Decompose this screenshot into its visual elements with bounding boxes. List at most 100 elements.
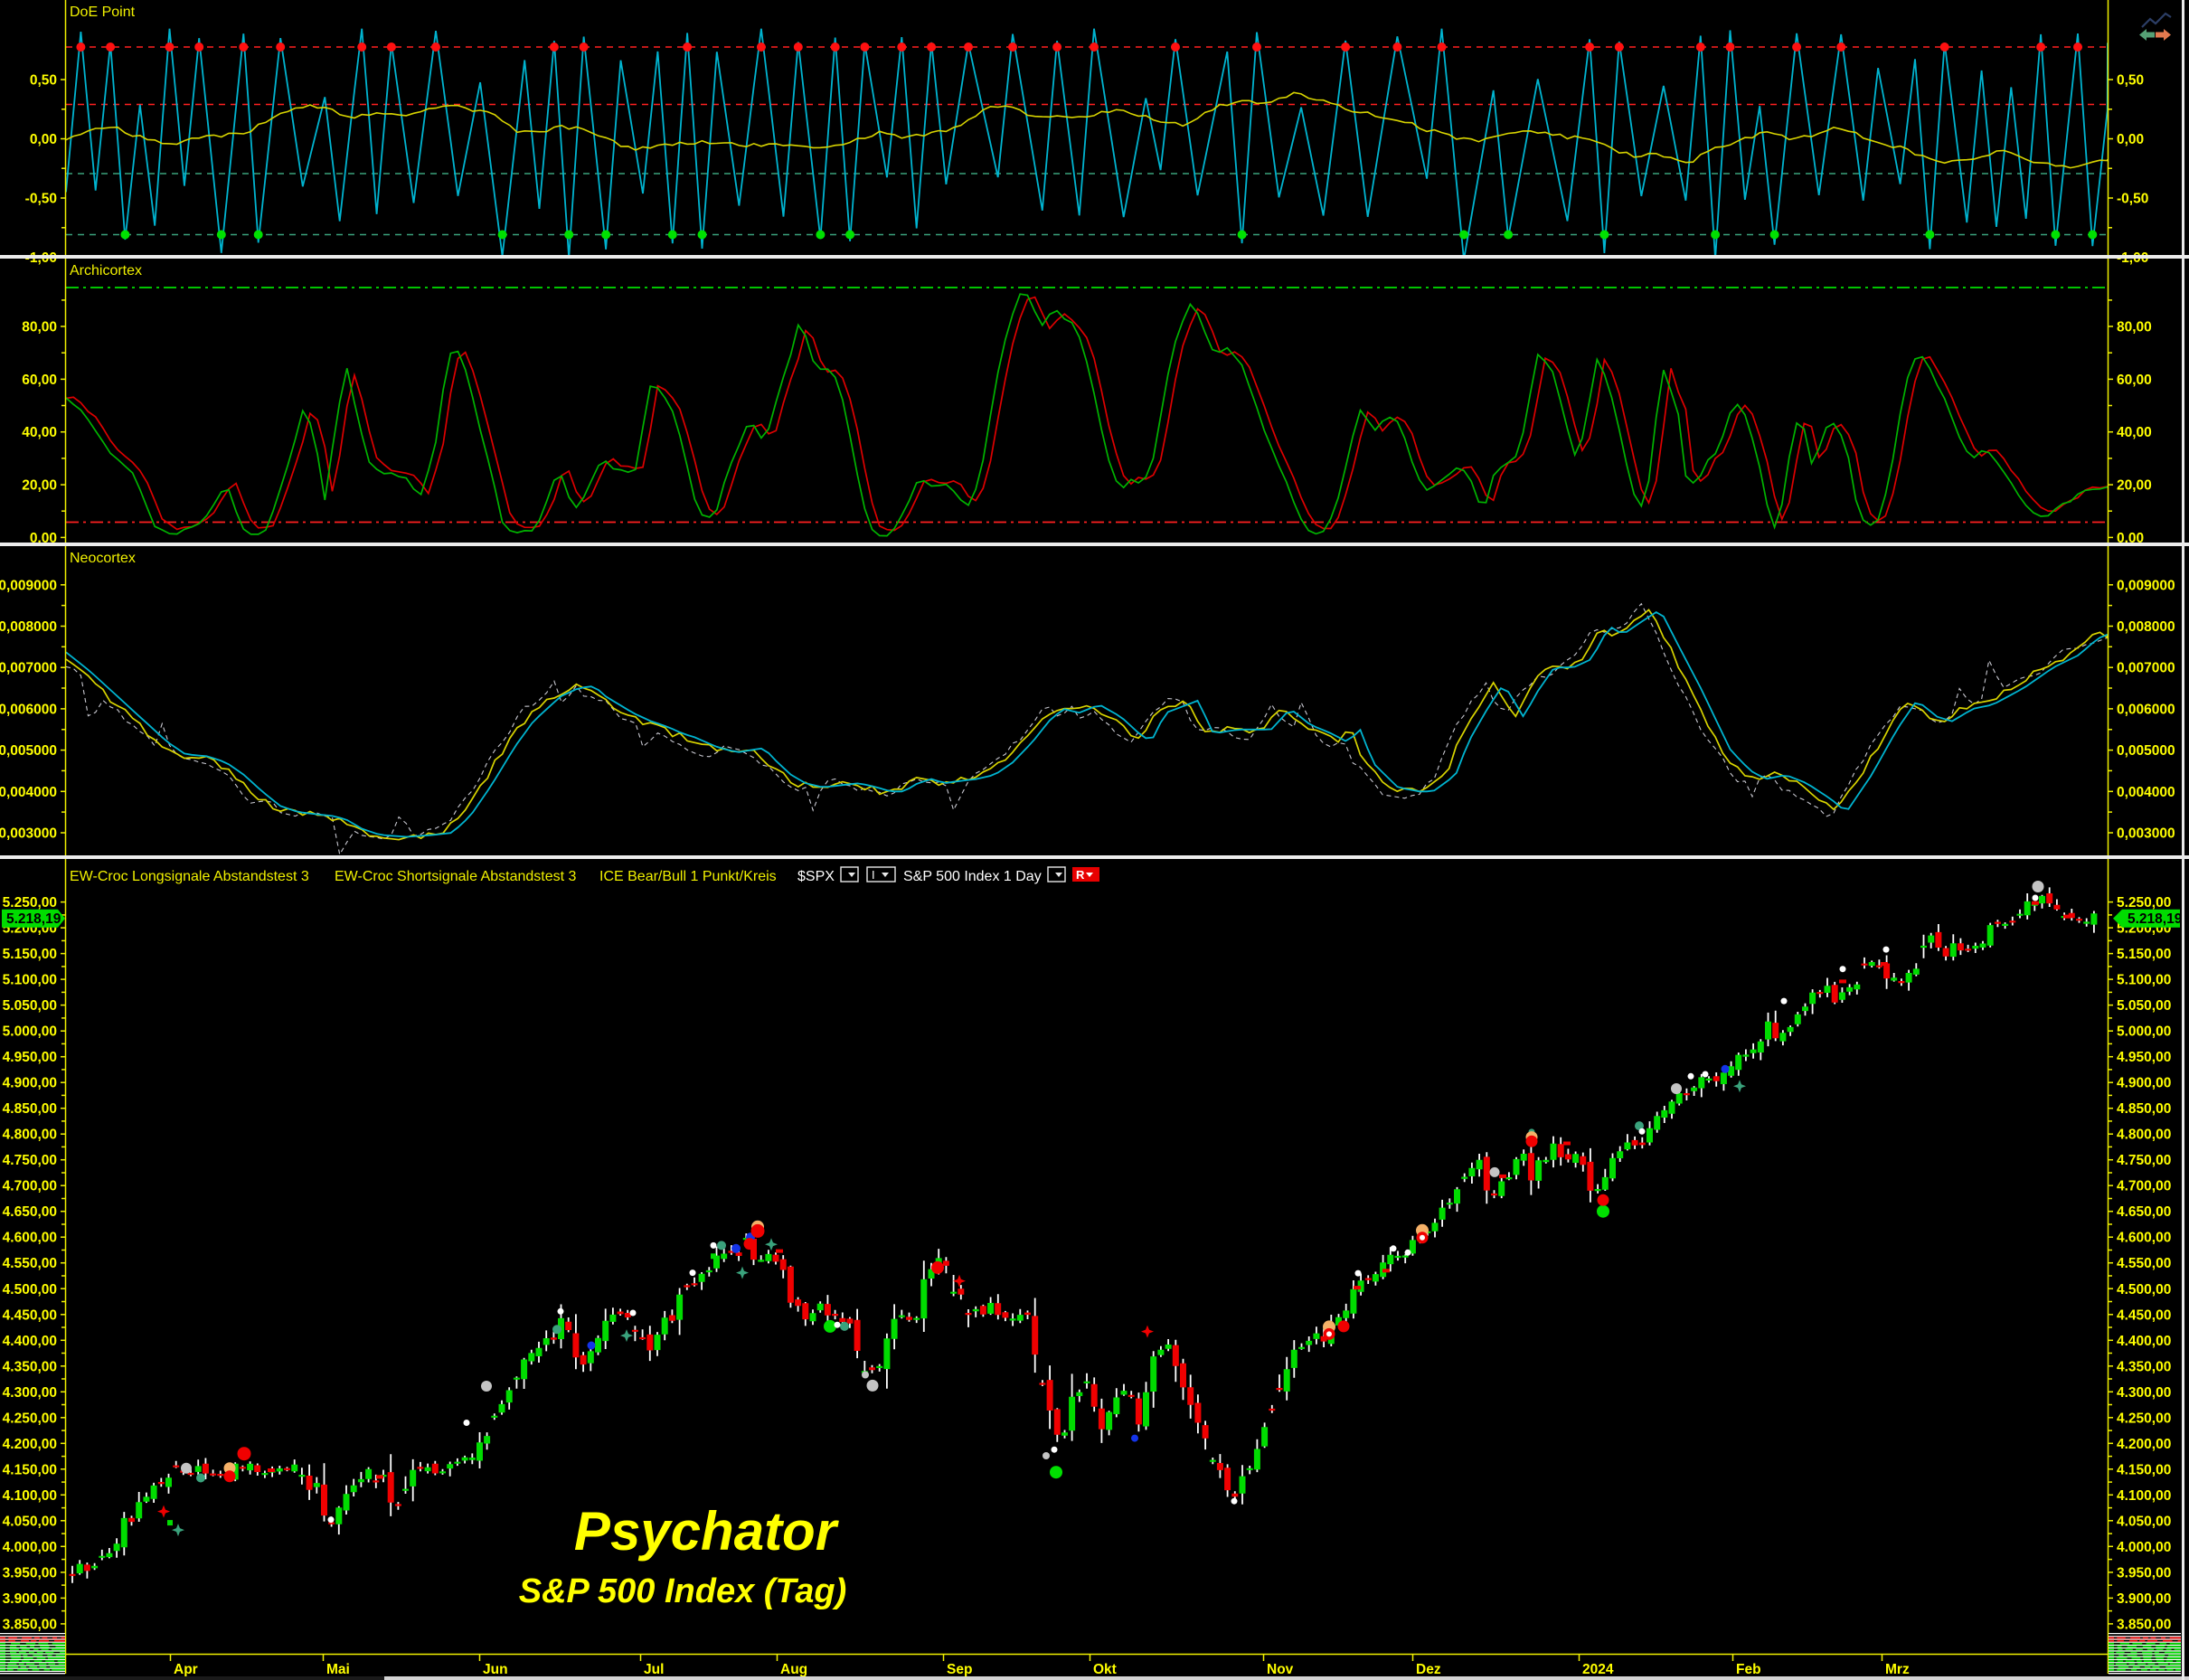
svg-text:4.500,00: 4.500,00	[2117, 1282, 2171, 1298]
svg-text:5.150,00: 5.150,00	[3, 947, 57, 962]
svg-text:4.200,00: 4.200,00	[2117, 1437, 2171, 1452]
svg-text:4.100,00: 4.100,00	[3, 1488, 57, 1504]
svg-text:4.850,00: 4.850,00	[3, 1101, 57, 1117]
svg-text:4.650,00: 4.650,00	[3, 1204, 57, 1220]
svg-text:4.750,00: 4.750,00	[2117, 1153, 2171, 1168]
svg-text:Okt: Okt	[1093, 1662, 1117, 1677]
svg-text:0,50: 0,50	[2117, 73, 2144, 89]
svg-text:4.850,00: 4.850,00	[2117, 1101, 2171, 1117]
svg-text:3.950,00: 3.950,00	[2117, 1565, 2171, 1581]
svg-text:5.000,00: 5.000,00	[2117, 1024, 2171, 1040]
svg-text:0,004000: 0,004000	[2117, 785, 2175, 800]
svg-text:0,008000: 0,008000	[2117, 619, 2175, 635]
svg-text:R: R	[1076, 868, 1085, 882]
svg-text:Apr: Apr	[174, 1662, 198, 1677]
svg-text:0,007000: 0,007000	[2117, 661, 2175, 676]
svg-text:5.000,00: 5.000,00	[3, 1024, 57, 1040]
svg-text:4.900,00: 4.900,00	[2117, 1076, 2171, 1091]
svg-text:Mai: Mai	[326, 1662, 350, 1677]
svg-text:40,00: 40,00	[22, 425, 57, 440]
svg-text:20,00: 20,00	[2117, 478, 2152, 494]
svg-text:S&P 500 Index (Tag): S&P 500 Index (Tag)	[519, 1572, 847, 1610]
svg-text:2024: 2024	[1582, 1662, 1614, 1677]
svg-text:4.150,00: 4.150,00	[3, 1462, 57, 1477]
svg-text:3.950,00: 3.950,00	[3, 1565, 57, 1581]
svg-text:4.250,00: 4.250,00	[2117, 1411, 2171, 1426]
svg-text:4.900,00: 4.900,00	[3, 1076, 57, 1091]
svg-text:0,004000: 0,004000	[0, 785, 57, 800]
svg-text:0,009000: 0,009000	[2117, 578, 2175, 593]
svg-text:4.450,00: 4.450,00	[2117, 1307, 2171, 1323]
svg-text:4.000,00: 4.000,00	[2117, 1540, 2171, 1555]
svg-text:4.550,00: 4.550,00	[3, 1256, 57, 1271]
svg-text:Jun: Jun	[483, 1662, 508, 1677]
svg-text:0,009000: 0,009000	[0, 578, 57, 593]
svg-text:4.800,00: 4.800,00	[3, 1128, 57, 1143]
svg-text:Jul: Jul	[644, 1662, 664, 1677]
svg-text:5.050,00: 5.050,00	[3, 998, 57, 1014]
svg-text:60,00: 60,00	[22, 373, 57, 388]
svg-text:Nov: Nov	[1267, 1662, 1294, 1677]
svg-text:Psychator: Psychator	[574, 1501, 840, 1562]
svg-text:5.100,00: 5.100,00	[3, 973, 57, 988]
svg-text:-0,50: -0,50	[25, 192, 57, 207]
svg-text:S&P 500 Index 1 Day: S&P 500 Index 1 Day	[903, 869, 1042, 884]
svg-text:4.300,00: 4.300,00	[3, 1385, 57, 1401]
svg-text:0,50: 0,50	[30, 73, 57, 89]
svg-text:5.150,00: 5.150,00	[2117, 947, 2171, 962]
svg-text:5.050,00: 5.050,00	[2117, 998, 2171, 1014]
svg-text:Archicortex: Archicortex	[70, 263, 142, 278]
svg-text:3.850,00: 3.850,00	[3, 1617, 57, 1632]
svg-text:0,007000: 0,007000	[0, 661, 57, 676]
svg-text:4.050,00: 4.050,00	[3, 1514, 57, 1529]
svg-text:Mrz: Mrz	[1885, 1662, 1910, 1677]
svg-text:4.000,00: 4.000,00	[3, 1540, 57, 1555]
svg-text:4.550,00: 4.550,00	[2117, 1256, 2171, 1271]
svg-text:0.00: 0.00	[2117, 531, 2144, 546]
svg-text:Aug: Aug	[780, 1662, 807, 1677]
svg-text:Feb: Feb	[1736, 1662, 1761, 1677]
svg-text:4.700,00: 4.700,00	[3, 1179, 57, 1194]
svg-text:0,006000: 0,006000	[0, 702, 57, 717]
svg-text:0,008000: 0,008000	[0, 619, 57, 635]
svg-text:$SPX: $SPX	[797, 869, 835, 884]
svg-text:EW-Croc Shortsignale Abstandst: EW-Croc Shortsignale Abstandstest 3	[335, 869, 576, 884]
svg-text:4.300,00: 4.300,00	[2117, 1385, 2171, 1401]
svg-text:EW-Croc Longsignale Abstandste: EW-Croc Longsignale Abstandstest 3	[70, 869, 309, 884]
svg-text:4.050,00: 4.050,00	[2117, 1514, 2171, 1529]
svg-text:4.700,00: 4.700,00	[2117, 1179, 2171, 1194]
svg-text:3.900,00: 3.900,00	[2117, 1591, 2171, 1607]
svg-text:5.218,19: 5.218,19	[6, 911, 61, 927]
svg-text:4.950,00: 4.950,00	[3, 1050, 57, 1065]
svg-text:60,00: 60,00	[2117, 373, 2152, 388]
svg-text:0,005000: 0,005000	[2117, 743, 2175, 759]
svg-text:Dez: Dez	[1416, 1662, 1441, 1677]
svg-text:4.600,00: 4.600,00	[2117, 1231, 2171, 1246]
svg-text:80,00: 80,00	[2117, 320, 2152, 335]
svg-text:4.100,00: 4.100,00	[2117, 1488, 2171, 1504]
svg-text:4.600,00: 4.600,00	[3, 1231, 57, 1246]
svg-text:0,005000: 0,005000	[0, 743, 57, 759]
svg-text:4.200,00: 4.200,00	[3, 1437, 57, 1452]
svg-text:3.900,00: 3.900,00	[3, 1591, 57, 1607]
svg-text:20,00: 20,00	[22, 478, 57, 494]
svg-text:4.750,00: 4.750,00	[3, 1153, 57, 1168]
svg-text:4.400,00: 4.400,00	[3, 1334, 57, 1349]
svg-text:Neocortex: Neocortex	[70, 551, 136, 566]
svg-text:5.218,19: 5.218,19	[2128, 911, 2183, 927]
svg-text:0.00: 0.00	[30, 531, 57, 546]
svg-text:3.850,00: 3.850,00	[2117, 1617, 2171, 1632]
svg-text:4.950,00: 4.950,00	[2117, 1050, 2171, 1065]
svg-text:0,00: 0,00	[30, 132, 57, 147]
svg-text:4.400,00: 4.400,00	[2117, 1334, 2171, 1349]
svg-text:4.150,00: 4.150,00	[2117, 1462, 2171, 1477]
svg-text:80,00: 80,00	[22, 320, 57, 335]
svg-text:40,00: 40,00	[2117, 425, 2152, 440]
svg-text:Sep: Sep	[947, 1662, 972, 1677]
svg-text:4.250,00: 4.250,00	[3, 1411, 57, 1426]
svg-text:-0,50: -0,50	[2117, 192, 2148, 207]
svg-text:4.800,00: 4.800,00	[2117, 1128, 2171, 1143]
svg-text:4.450,00: 4.450,00	[3, 1307, 57, 1323]
svg-text:5.100,00: 5.100,00	[2117, 973, 2171, 988]
svg-text:5.250,00: 5.250,00	[2117, 895, 2171, 911]
